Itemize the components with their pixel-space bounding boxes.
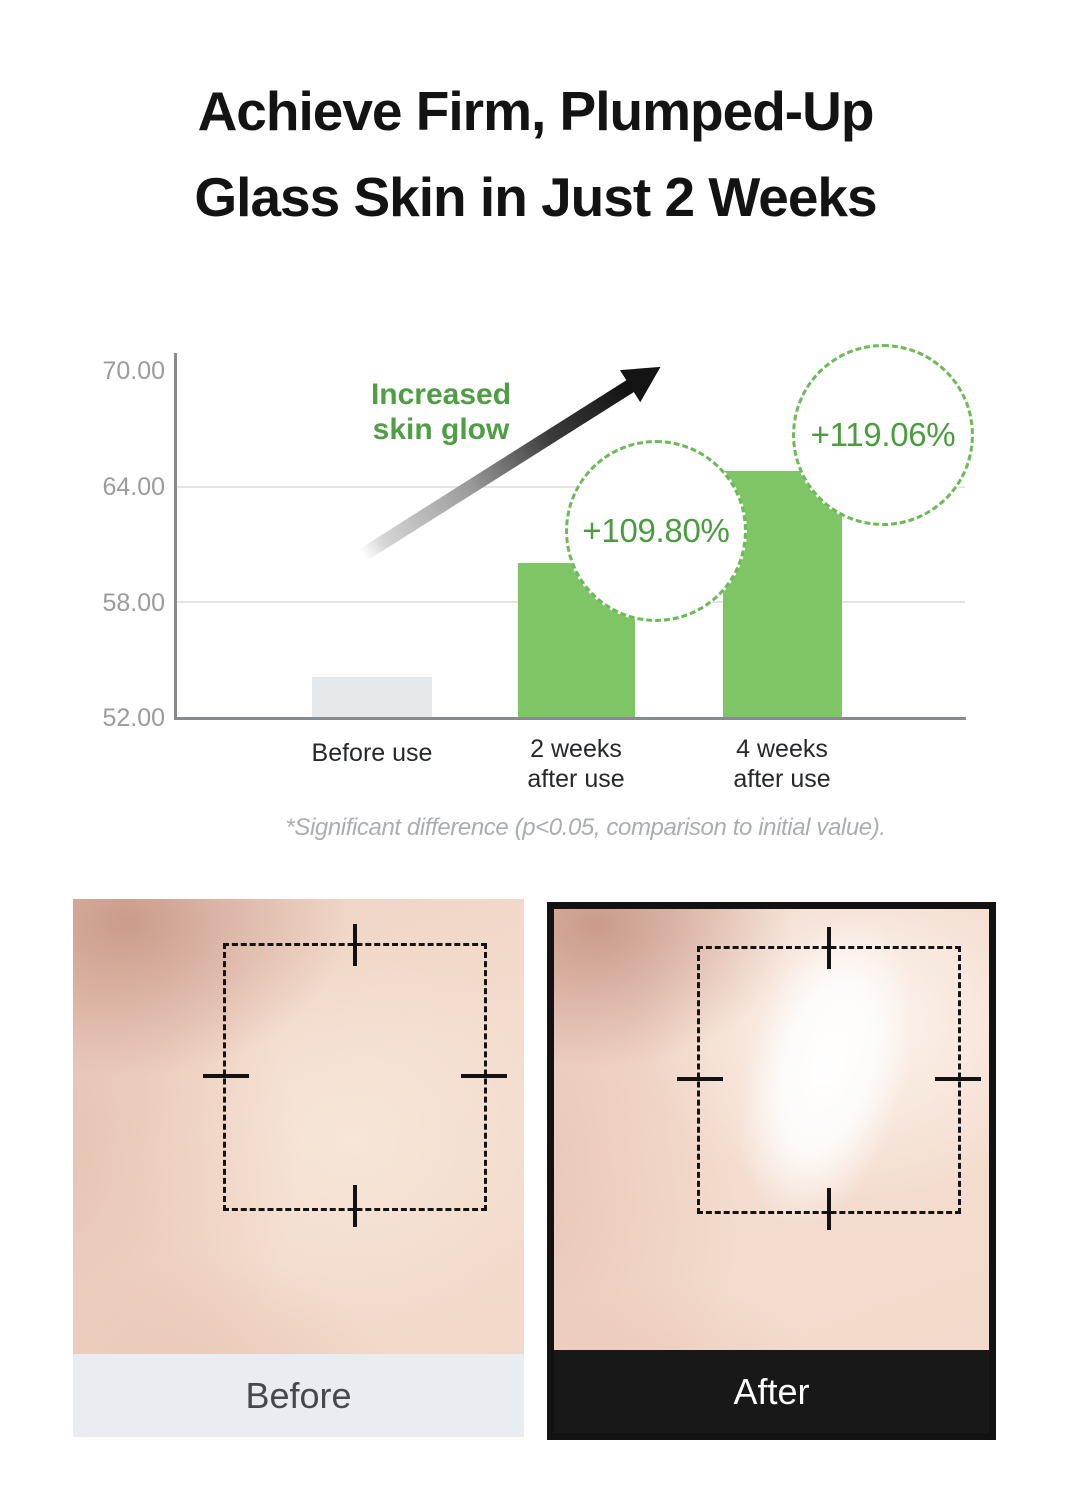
page-title-line1: Achieve Firm, Plumped-Up [197, 80, 875, 142]
page-title: Achieve Firm, Plumped-Up Glass Skin in J… [0, 68, 1071, 240]
tick-mark-bottom-icon [827, 1188, 831, 1230]
after-label: After [733, 1370, 810, 1412]
x-label-2-weeks-line1: 2 weeks [530, 735, 622, 763]
tick-mark-right-icon [461, 1074, 507, 1078]
tick-mark-right-icon [935, 1077, 981, 1081]
before-label: Before [245, 1374, 352, 1416]
x-label-2-weeks-line2: after use [527, 765, 625, 793]
bar-before-use [312, 677, 432, 718]
y-tick-58: 58.00 [102, 589, 165, 617]
x-label-4-weeks-line1: 4 weeks [736, 735, 828, 763]
trend-label-line1: Increased [370, 378, 512, 411]
trend-label-line2: skin glow [372, 413, 510, 446]
gridline-64 [177, 486, 965, 488]
x-label-before-use: Before use [262, 738, 482, 768]
x-label-before-use-line1: Before use [311, 739, 433, 767]
y-tick-52: 52.00 [102, 704, 165, 732]
trend-label: Increased skin glow [350, 377, 532, 447]
tick-mark-left-icon [203, 1074, 249, 1078]
annotation-2-weeks-value: +109.80% [582, 512, 730, 549]
skin-glow-bar-chart: 70.00 64.00 58.00 52.00 Increased skin g… [102, 344, 974, 794]
y-tick-70: 70.00 [102, 357, 165, 385]
tick-mark-top-icon [353, 924, 357, 966]
annotation-circle-4-weeks: +119.06% [792, 344, 974, 526]
before-label-band: Before [73, 1354, 524, 1437]
significance-footnote: *Significant difference (p<0.05, compari… [285, 814, 886, 841]
measurement-square-after [677, 927, 981, 1230]
annotation-4-weeks-value: +119.06% [810, 416, 956, 453]
tick-mark-bottom-icon [353, 1185, 357, 1227]
after-label-band: After [554, 1350, 989, 1433]
annotation-circle-2-weeks: +109.80% [565, 440, 747, 622]
tick-mark-top-icon [827, 927, 831, 969]
x-axis-line [174, 717, 966, 720]
before-photo: Before [73, 899, 524, 1437]
tick-mark-left-icon [677, 1077, 723, 1081]
x-label-4-weeks-line2: after use [733, 765, 831, 793]
x-label-2-weeks: 2 weeks after use [466, 734, 686, 794]
y-axis-line [174, 353, 177, 719]
measurement-square-before [203, 924, 507, 1227]
page-title-line2: Glass Skin in Just 2 Weeks [194, 166, 877, 228]
after-photo: After [547, 902, 996, 1440]
y-tick-64: 64.00 [102, 473, 165, 501]
x-label-4-weeks: 4 weeks after use [672, 734, 892, 794]
